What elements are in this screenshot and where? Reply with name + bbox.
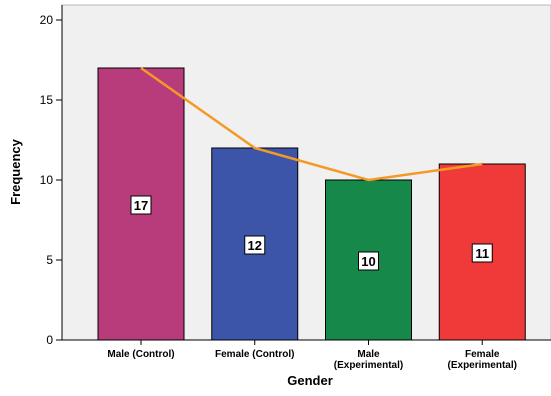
y-tick-label: 10 bbox=[40, 173, 54, 187]
x-axis: Male (Control) Female (Control) Male (Exper… bbox=[62, 339, 551, 371]
data-label-box bbox=[471, 243, 493, 263]
data-label: 10 bbox=[361, 254, 375, 269]
trend-line bbox=[140, 66, 483, 182]
data-label-box bbox=[358, 251, 379, 271]
x-tick-label: Male (Experimental) bbox=[334, 349, 403, 371]
data-label-box bbox=[244, 235, 266, 255]
y-axis-label: Frequency bbox=[8, 138, 23, 205]
x-axis-label: Gender bbox=[287, 373, 333, 388]
data-label-box bbox=[130, 195, 152, 215]
y-axis: 0 5 10 15 20 bbox=[40, 5, 63, 347]
x-tick-label: Male (Control) bbox=[107, 349, 174, 360]
y-tick-label: 5 bbox=[46, 253, 53, 267]
y-tick-label: 0 bbox=[46, 333, 53, 347]
data-label: 17 bbox=[134, 198, 148, 213]
y-tick-label: 15 bbox=[40, 93, 54, 107]
data-label: 12 bbox=[248, 238, 262, 253]
y-tick-label: 20 bbox=[40, 13, 54, 27]
x-tick-label: Female (Control) bbox=[215, 349, 294, 360]
data-label: 11 bbox=[475, 246, 489, 261]
x-tick-label: Female (Experimental) bbox=[448, 349, 517, 371]
data-labels-group: 17 12 10 11 bbox=[130, 195, 493, 271]
